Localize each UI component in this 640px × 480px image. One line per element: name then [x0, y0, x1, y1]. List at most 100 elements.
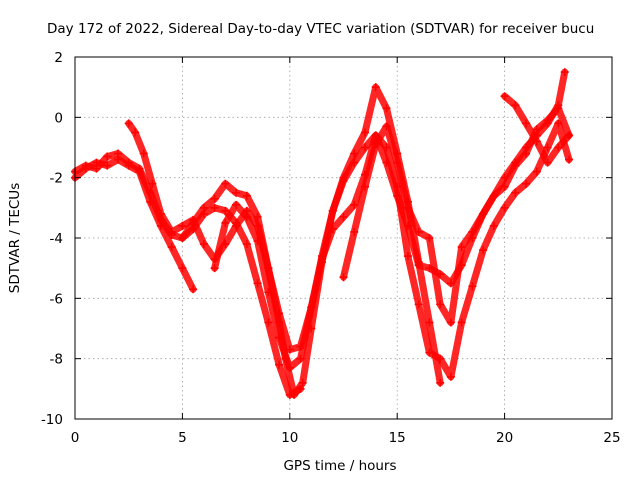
data-point [285, 345, 294, 354]
data-point [307, 303, 316, 312]
data-point [210, 203, 219, 212]
data-point [414, 227, 423, 236]
data-point [124, 158, 133, 167]
data-point [318, 255, 327, 264]
data-point [468, 227, 477, 236]
grid [75, 57, 612, 419]
data-point [350, 200, 359, 209]
data-point [242, 191, 251, 200]
data-point [275, 360, 284, 369]
data-point [403, 252, 412, 261]
data-point [296, 354, 305, 363]
data-point [135, 164, 144, 173]
y-tick-label: -10 [41, 412, 63, 428]
data-point [199, 203, 208, 212]
y-tick-label: 2 [54, 50, 63, 66]
data-point [382, 104, 391, 113]
data-point [298, 378, 307, 387]
x-tick-label: 25 [603, 430, 620, 446]
data-point [167, 227, 176, 236]
data-point [554, 143, 563, 152]
data-point [543, 158, 552, 167]
data-point [253, 237, 262, 246]
data-point [543, 116, 552, 125]
x-axis-label: GPS time / hours [283, 458, 396, 474]
data-point [500, 182, 509, 191]
data-point [511, 101, 520, 110]
data-point [139, 149, 148, 158]
data-point [253, 279, 262, 288]
data-point [500, 203, 509, 212]
data-point [131, 128, 140, 137]
data-point [350, 227, 359, 236]
data-point [178, 234, 187, 242]
data-point [425, 348, 434, 357]
y-tick-label: -6 [50, 291, 63, 307]
data-point [210, 264, 219, 273]
axes: 0 5 10 15 20 25 -10 -8 -6 -4 -2 0 2 [41, 50, 621, 446]
data-point [479, 246, 488, 255]
y-tick-label: -4 [50, 231, 63, 247]
data-point [92, 164, 101, 173]
data-point [436, 378, 445, 387]
data-point [468, 282, 477, 291]
data-point [264, 318, 273, 327]
data-point [479, 209, 488, 218]
x-tick-label: 15 [389, 430, 406, 446]
data-point [425, 318, 434, 327]
data-point [414, 261, 423, 270]
data-point [360, 143, 369, 152]
data-point [221, 218, 230, 227]
data-point [178, 221, 187, 230]
data-point [457, 243, 466, 252]
data-point [339, 212, 348, 221]
data-point [446, 372, 455, 381]
data-point [264, 288, 273, 297]
data-point [371, 140, 380, 149]
data-point [522, 119, 531, 128]
data-point [148, 179, 157, 188]
data-point [221, 179, 230, 188]
y-axis-label: SDTVAR / TECUs [7, 183, 23, 293]
data-point [242, 212, 251, 221]
series-track-band [71, 156, 197, 293]
data-point [232, 188, 241, 197]
x-tick-label: 10 [281, 430, 298, 446]
data-point [532, 137, 541, 146]
data-point [425, 234, 434, 242]
x-tick-label: 0 [71, 430, 80, 446]
y-tick-label: -2 [50, 171, 63, 187]
data-point [500, 92, 509, 101]
data-point [339, 273, 348, 282]
data-point [156, 209, 165, 218]
data-point [199, 240, 208, 249]
data-point [189, 218, 198, 227]
data-point [275, 333, 284, 342]
data-point [446, 318, 455, 327]
data-point [360, 182, 369, 191]
data-point [511, 188, 520, 197]
data-point [350, 158, 359, 167]
data-point [532, 167, 541, 176]
data-point [560, 68, 569, 77]
data-point [189, 285, 198, 294]
data-point [371, 83, 380, 92]
data-point [565, 155, 574, 164]
data-point [565, 131, 574, 140]
data-point [290, 390, 299, 399]
data-point [522, 179, 531, 188]
data-point [436, 354, 445, 363]
series-track-6 [339, 104, 574, 327]
data-point [167, 243, 176, 252]
data-point [403, 203, 412, 212]
series-track-band [340, 104, 573, 326]
data-point [393, 158, 402, 167]
data-point [436, 300, 445, 309]
data-point [103, 152, 112, 161]
x-tick-label: 5 [178, 430, 187, 446]
y-tick-label: 0 [54, 110, 63, 126]
series-track-7 [500, 92, 574, 167]
data-point [232, 200, 241, 209]
data-point [210, 194, 219, 203]
